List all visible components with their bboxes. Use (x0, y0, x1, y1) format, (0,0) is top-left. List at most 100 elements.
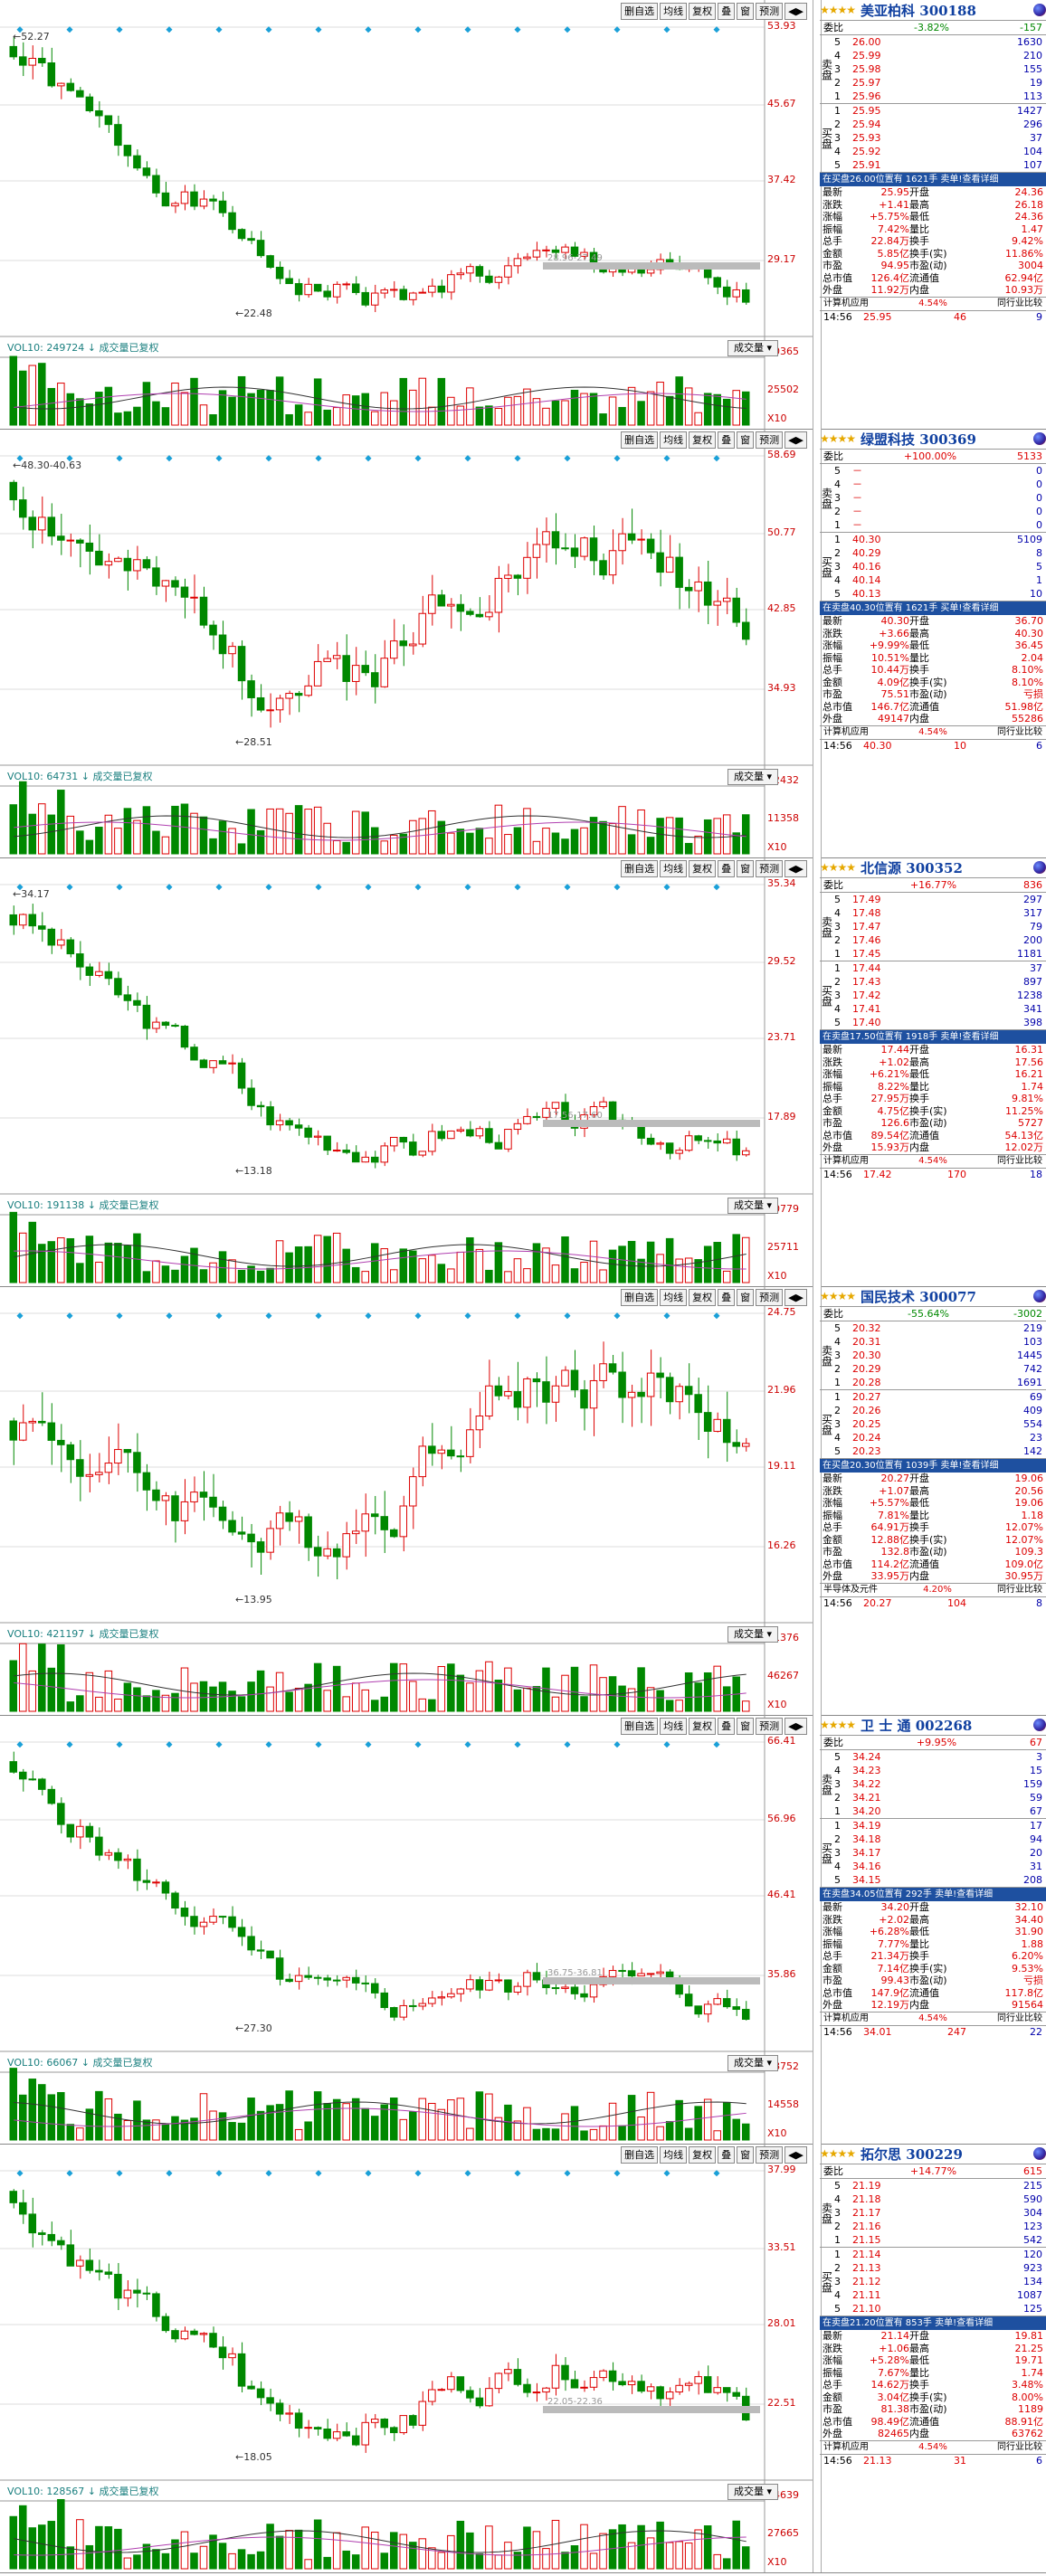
order-row[interactable]: 5 21.19 215 (834, 2180, 1042, 2192)
toolbar-button[interactable]: 窗 (737, 1289, 755, 1306)
toolbar-button[interactable]: 窗 (737, 431, 755, 449)
toolbar-button[interactable]: 复权 (689, 431, 717, 449)
order-row[interactable]: 3 25.93 37 (834, 132, 1042, 144)
globe-icon[interactable] (1033, 861, 1046, 874)
order-row[interactable]: 5 26.00 1630 (834, 36, 1042, 48)
nav-arrows-button[interactable]: ◀▶ (784, 431, 807, 449)
order-row[interactable]: 1 25.95 1427 (834, 105, 1042, 117)
order-row[interactable]: 1 25.96 113 (834, 90, 1042, 102)
order-row[interactable]: 5 17.40 398 (834, 1017, 1042, 1028)
order-row[interactable]: 3 17.47 79 (834, 921, 1042, 933)
toolbar-button[interactable]: 叠 (718, 3, 736, 20)
order-row[interactable]: 2 － 0 (834, 506, 1042, 517)
kline-chart[interactable]: ←13.95 24.75 21.96 19.11 16.26 91376 46267 X10 删… (0, 1286, 813, 1715)
order-row[interactable]: 2 25.94 296 (834, 118, 1042, 130)
industry-row[interactable]: 计算机应用 4.54% 同行业比较 (820, 296, 1046, 311)
panel-divider[interactable] (813, 857, 822, 1286)
toolbar-button[interactable]: 预测 (756, 1718, 784, 1735)
order-status-bar[interactable]: 在卖盘21.20位置有 853手 卖单!查看详细 (820, 2316, 1046, 2330)
order-row[interactable]: 1 17.44 37 (834, 962, 1042, 974)
order-row[interactable]: 4 21.11 1087 (834, 2289, 1042, 2301)
toolbar-button[interactable]: 删自选 (621, 431, 659, 449)
order-row[interactable]: 4 25.99 210 (834, 50, 1042, 62)
order-row[interactable]: 3 34.22 159 (834, 1778, 1042, 1790)
order-row[interactable]: 2 21.16 123 (834, 2221, 1042, 2232)
order-row[interactable]: 4 17.48 317 (834, 907, 1042, 919)
order-row[interactable]: 1 20.28 1691 (834, 1377, 1042, 1388)
toolbar-button[interactable]: 删自选 (621, 1718, 659, 1735)
order-status-bar[interactable]: 在买盘20.30位置有 1039手 卖单!查看详细 (820, 1459, 1046, 1473)
industry-row[interactable]: 计算机应用 4.54% 同行业比较 (820, 2439, 1046, 2455)
toolbar-button[interactable]: 删自选 (621, 860, 659, 877)
panel-divider[interactable] (813, 429, 822, 857)
order-row[interactable]: 1 21.15 542 (834, 2234, 1042, 2246)
toolbar-button[interactable]: 复权 (689, 860, 717, 877)
stock-title[interactable]: ★★★★ 国民技术 300077 (820, 1286, 1046, 1307)
order-row[interactable]: 4 25.92 104 (834, 146, 1042, 157)
order-row[interactable]: 3 40.16 5 (834, 561, 1042, 573)
toolbar-button[interactable]: 叠 (718, 2146, 736, 2164)
toolbar-button[interactable]: 预测 (756, 860, 784, 877)
stock-title[interactable]: ★★★★ 拓尔思 300229 (820, 2144, 1046, 2164)
volume-dropdown[interactable]: 成交量 ▾ (727, 340, 778, 356)
panel-divider[interactable] (813, 0, 822, 429)
toolbar-button[interactable]: 窗 (737, 3, 755, 20)
nav-arrows-button[interactable]: ◀▶ (784, 860, 807, 877)
order-row[interactable]: 1 21.14 120 (834, 2249, 1042, 2260)
order-row[interactable]: 4 20.31 103 (834, 1336, 1042, 1348)
toolbar-button[interactable]: 叠 (718, 860, 736, 877)
order-row[interactable]: 1 40.30 5109 (834, 534, 1042, 545)
order-row[interactable]: 4 40.14 1 (834, 574, 1042, 586)
industry-row[interactable]: 计算机应用 4.54% 同行业比较 (820, 1153, 1046, 1169)
order-status-bar[interactable]: 在卖盘40.30位置有 1621手 买单!查看详细 (820, 601, 1046, 615)
toolbar-button[interactable]: 删自选 (621, 2146, 659, 2164)
order-row[interactable]: 5 20.32 219 (834, 1322, 1042, 1334)
kline-chart[interactable]: ←34.17 ←13.18 17.56-17.60 35.34 29.52 23.71 17… (0, 857, 813, 1286)
nav-arrows-button[interactable]: ◀▶ (784, 3, 807, 20)
toolbar-button[interactable]: 均线 (660, 2146, 688, 2164)
volume-dropdown[interactable]: 成交量 ▾ (727, 2055, 778, 2071)
toolbar-button[interactable]: 叠 (718, 431, 736, 449)
globe-icon[interactable] (1033, 2147, 1046, 2160)
toolbar-button[interactable]: 均线 (660, 3, 688, 20)
order-row[interactable]: 5 － 0 (834, 465, 1042, 477)
order-status-bar[interactable]: 在卖盘17.50位置有 1918手 卖单!查看详细 (820, 1030, 1046, 1044)
toolbar-button[interactable]: 叠 (718, 1718, 736, 1735)
order-row[interactable]: 2 21.13 923 (834, 2262, 1042, 2274)
kline-chart[interactable]: ←48.30-40.63 ←28.51 58.69 50.77 42.85 34.93 22… (0, 429, 813, 857)
order-row[interactable]: 1 17.45 1181 (834, 948, 1042, 960)
toolbar-button[interactable]: 复权 (689, 1718, 717, 1735)
kline-chart[interactable]: ←52.27 ←22.48 28.96-27.49 53.93 45.67 37.42 29… (0, 0, 813, 429)
order-row[interactable]: 5 25.91 107 (834, 159, 1042, 171)
panel-divider[interactable] (813, 1715, 822, 2144)
order-status-bar[interactable]: 在卖盘34.05位置有 292手 卖单!查看详细 (820, 1888, 1046, 1901)
toolbar-button[interactable]: 复权 (689, 3, 717, 20)
toolbar-button[interactable]: 预测 (756, 2146, 784, 2164)
order-row[interactable]: 3 － 0 (834, 492, 1042, 504)
toolbar-button[interactable]: 复权 (689, 1289, 717, 1306)
order-row[interactable]: 2 17.43 897 (834, 976, 1042, 988)
globe-icon[interactable] (1033, 1290, 1046, 1302)
toolbar-button[interactable]: 均线 (660, 1718, 688, 1735)
order-row[interactable]: 1 20.27 69 (834, 1391, 1042, 1403)
order-row[interactable]: 5 20.23 142 (834, 1445, 1042, 1457)
volume-dropdown[interactable]: 成交量 ▾ (727, 1626, 778, 1643)
globe-icon[interactable] (1033, 1719, 1046, 1731)
order-row[interactable]: 4 20.24 23 (834, 1432, 1042, 1444)
nav-arrows-button[interactable]: ◀▶ (784, 2146, 807, 2164)
order-row[interactable]: 1 34.19 17 (834, 1820, 1042, 1832)
toolbar-button[interactable]: 预测 (756, 1289, 784, 1306)
toolbar-button[interactable]: 删自选 (621, 3, 659, 20)
order-row[interactable]: 2 20.26 409 (834, 1405, 1042, 1416)
toolbar-button[interactable]: 均线 (660, 431, 688, 449)
globe-icon[interactable] (1033, 4, 1046, 16)
order-row[interactable]: 2 34.21 59 (834, 1792, 1042, 1804)
toolbar-button[interactable]: 均线 (660, 1289, 688, 1306)
stock-title[interactable]: ★★★★ 卫 士 通 002268 (820, 1715, 1046, 1736)
toolbar-button[interactable]: 窗 (737, 1718, 755, 1735)
order-row[interactable]: 1 － 0 (834, 519, 1042, 531)
order-row[interactable]: 1 34.20 67 (834, 1805, 1042, 1817)
order-row[interactable]: 5 34.24 3 (834, 1751, 1042, 1763)
stock-title[interactable]: ★★★★ 北信源 300352 (820, 857, 1046, 878)
toolbar-button[interactable]: 复权 (689, 2146, 717, 2164)
